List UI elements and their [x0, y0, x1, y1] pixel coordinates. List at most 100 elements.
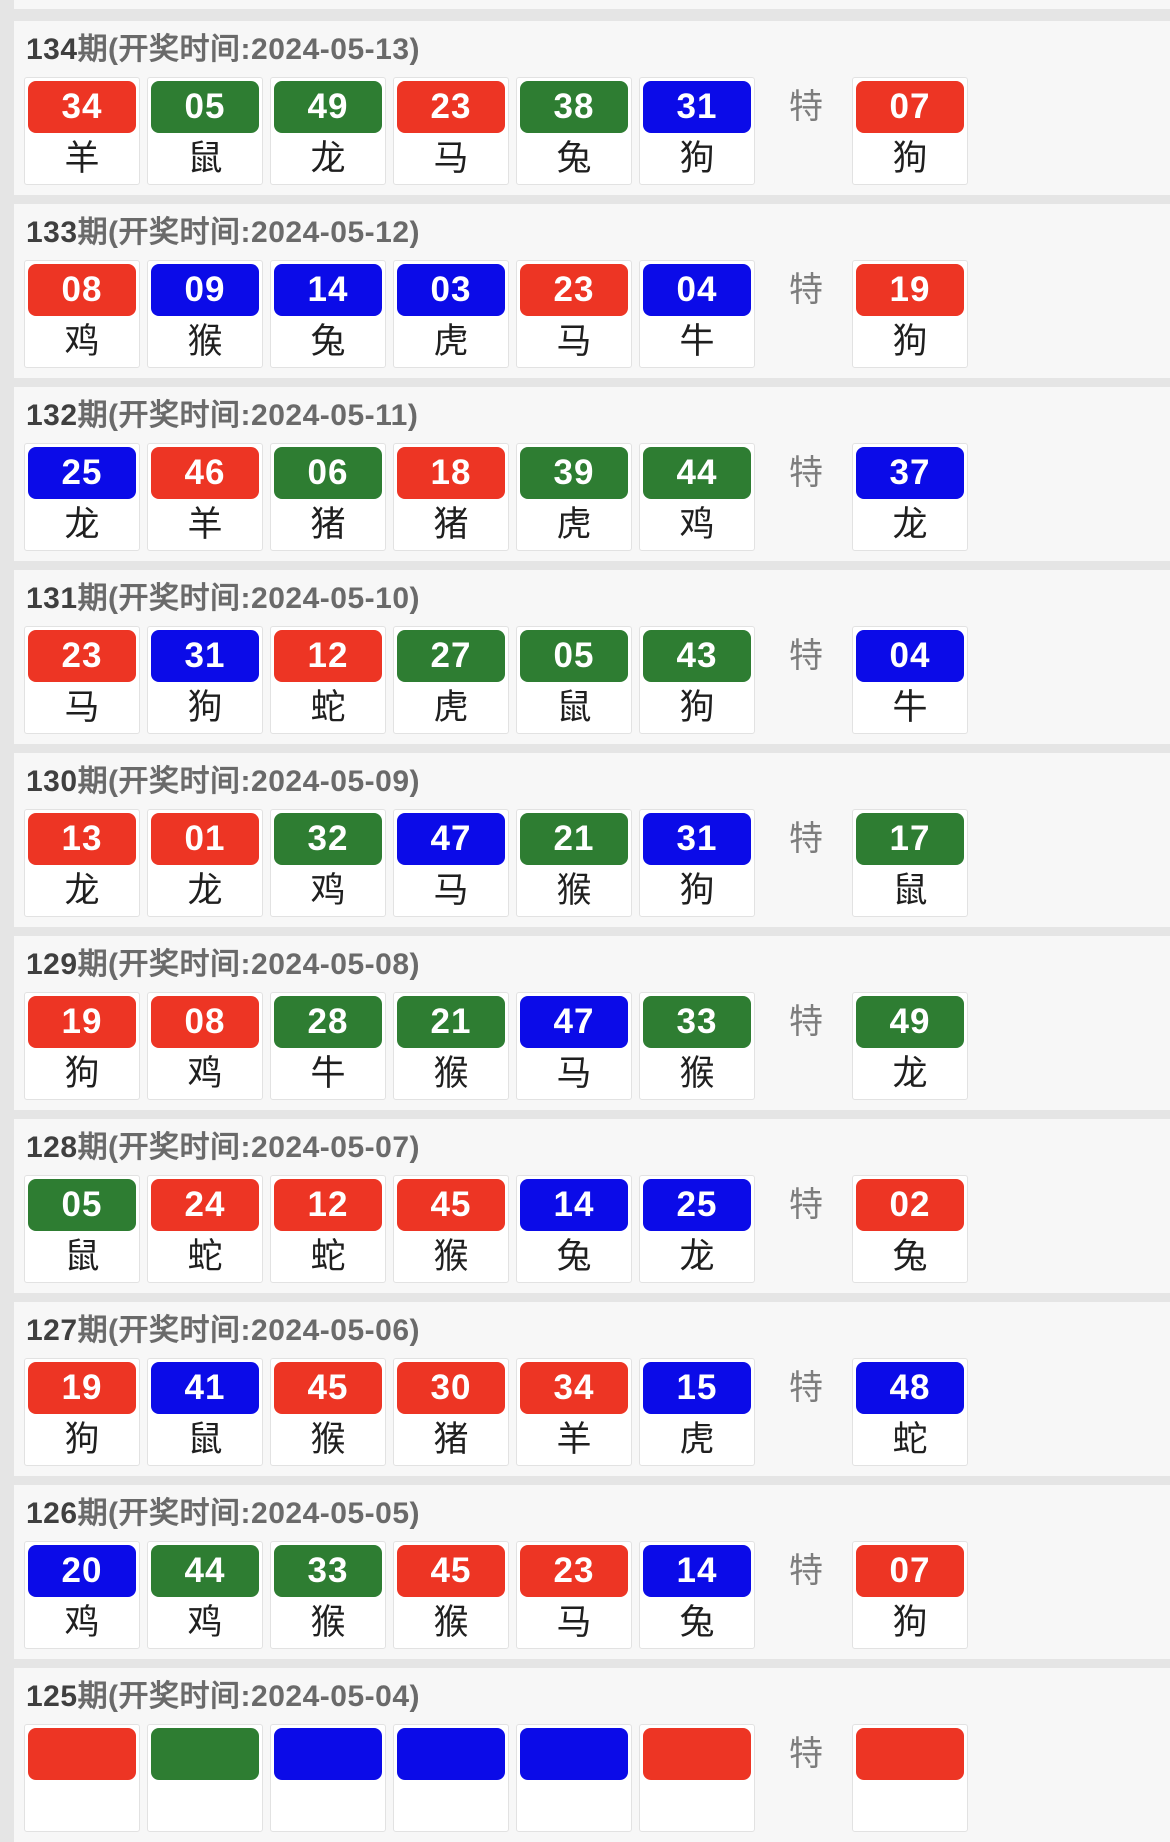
number-plate: 47 — [520, 996, 628, 1048]
number-plate: 05 — [28, 1179, 136, 1231]
period-card: 132期(开奖时间:2024-05-11) 25 龙 46 羊 06 猪 18 猪 39 虎 44 鸡 特… — [14, 387, 1170, 561]
number-tile: 23 马 — [516, 260, 632, 368]
special-marker-label: 特 — [789, 1369, 823, 1407]
number-tile: 12 蛇 — [270, 626, 386, 734]
number-tile: 41 鼠 — [147, 1358, 263, 1466]
number-plate: 28 — [274, 996, 382, 1048]
number-plate: 13 — [28, 813, 136, 865]
period-number: 128 — [26, 1131, 78, 1164]
number-plate: 46 — [151, 447, 259, 499]
special-marker-label: 特 — [789, 454, 823, 492]
number-plate: 45 — [274, 1362, 382, 1414]
period-list: 134期(开奖时间:2024-05-13) 34 羊 05 鼠 49 龙 23 马 38 兔 31 狗特… — [0, 21, 1170, 1842]
number-tile: 25 龙 — [24, 443, 140, 551]
zodiac-label: 龙 — [892, 1054, 928, 1093]
tiles-row: 08 鸡 09 猴 14 兔 03 虎 23 马 04 牛 特 19 狗 — [24, 260, 1170, 368]
zodiac-label: 马 — [433, 139, 469, 178]
number-plate: 37 — [856, 447, 964, 499]
period-number: 131 — [26, 582, 78, 615]
period-title: 期(开奖时间:2024-05-06) — [77, 1314, 420, 1347]
period-card: 134期(开奖时间:2024-05-13) 34 羊 05 鼠 49 龙 23 马 38 兔 31 狗 特… — [14, 21, 1170, 195]
number-tile: 25 龙 — [639, 1175, 755, 1283]
number-tile: 44 鸡 — [639, 443, 755, 551]
number-tile — [393, 1724, 509, 1832]
number-plate: 04 — [856, 630, 964, 682]
zodiac-label: 鼠 — [556, 688, 592, 727]
zodiac-label: 牛 — [679, 322, 715, 361]
zodiac-label: 龙 — [892, 505, 928, 544]
number-plate: 30 — [397, 1362, 505, 1414]
zodiac-label: 牛 — [310, 1054, 346, 1093]
zodiac-label: 马 — [433, 871, 469, 910]
zodiac-label: 狗 — [679, 688, 715, 727]
zodiac-label: 蛇 — [310, 1237, 346, 1276]
number-tile: 47 马 — [393, 809, 509, 917]
number-tile: 32 鸡 — [270, 809, 386, 917]
special-marker-label: 特 — [789, 637, 823, 675]
number-tile: 19 狗 — [24, 1358, 140, 1466]
special-marker-label: 特 — [789, 1735, 823, 1773]
period-number: 134 — [26, 33, 78, 66]
period-title: 期(开奖时间:2024-05-11) — [77, 399, 419, 432]
number-plate: 19 — [28, 996, 136, 1048]
special-number-tile: 49 龙 — [852, 992, 968, 1100]
period-number: 129 — [26, 948, 78, 981]
period-card: 131期(开奖时间:2024-05-10) 23 马 31 狗 12 蛇 27 虎 05 鼠 43 狗 特… — [14, 570, 1170, 744]
number-plate — [397, 1728, 505, 1780]
zodiac-label: 狗 — [892, 322, 928, 361]
number-tile: 13 龙 — [24, 809, 140, 917]
number-plate — [151, 1728, 259, 1780]
number-tile: 18 猪 — [393, 443, 509, 551]
special-number-tile: 37 龙 — [852, 443, 968, 551]
number-tile: 47 马 — [516, 992, 632, 1100]
zodiac-label: 龙 — [187, 871, 223, 910]
special-number-tile: 07 狗 — [852, 77, 968, 185]
zodiac-label: 猴 — [433, 1603, 469, 1642]
number-tile: 49 龙 — [270, 77, 386, 185]
zodiac-label: 猴 — [433, 1054, 469, 1093]
number-plate: 23 — [28, 630, 136, 682]
number-tile: 19 狗 — [24, 992, 140, 1100]
number-tile: 14 兔 — [639, 1541, 755, 1649]
number-plate: 34 — [28, 81, 136, 133]
zodiac-label: 兔 — [556, 1237, 592, 1276]
number-plate: 08 — [28, 264, 136, 316]
number-tile — [24, 1724, 140, 1832]
special-number-tile — [852, 1724, 968, 1832]
zodiac-label: 虎 — [556, 505, 592, 544]
special-number-tile: 02 兔 — [852, 1175, 968, 1283]
period-header: 126期(开奖时间:2024-05-05) — [26, 1493, 1170, 1535]
number-tile: 43 狗 — [639, 626, 755, 734]
tiles-row: 05 鼠 24 蛇 12 蛇 45 猴 14 兔 25 龙 特 02 兔 — [24, 1175, 1170, 1283]
zodiac-label: 狗 — [892, 1603, 928, 1642]
period-header: 128期(开奖时间:2024-05-07) — [26, 1127, 1170, 1169]
special-number-tile: 04 牛 — [852, 626, 968, 734]
period-card: 129期(开奖时间:2024-05-08) 19 狗 08 鸡 28 牛 21 猴 47 马 33 猴 特… — [14, 936, 1170, 1110]
number-plate: 33 — [274, 1545, 382, 1597]
period-header: 133期(开奖时间:2024-05-12) — [26, 212, 1170, 254]
number-plate: 33 — [643, 996, 751, 1048]
number-tile: 38 兔 — [516, 77, 632, 185]
number-plate: 14 — [643, 1545, 751, 1597]
number-tile: 28 牛 — [270, 992, 386, 1100]
zodiac-label: 马 — [556, 322, 592, 361]
zodiac-label: 猴 — [433, 1237, 469, 1276]
zodiac-label: 猪 — [433, 505, 469, 544]
number-tile: 14 兔 — [270, 260, 386, 368]
zodiac-label: 猴 — [310, 1603, 346, 1642]
number-tile — [270, 1724, 386, 1832]
number-plate: 44 — [151, 1545, 259, 1597]
number-plate: 45 — [397, 1545, 505, 1597]
special-number-tile: 19 狗 — [852, 260, 968, 368]
zodiac-label: 龙 — [679, 1237, 715, 1276]
number-plate: 05 — [520, 630, 628, 682]
period-card: 127期(开奖时间:2024-05-06) 19 狗 41 鼠 45 猴 30 猪 34 羊 15 虎 特… — [14, 1302, 1170, 1476]
number-plate: 23 — [397, 81, 505, 133]
zodiac-label: 马 — [556, 1054, 592, 1093]
number-plate: 17 — [856, 813, 964, 865]
number-tile: 33 猴 — [639, 992, 755, 1100]
number-plate: 20 — [28, 1545, 136, 1597]
number-tile: 20 鸡 — [24, 1541, 140, 1649]
number-plate: 18 — [397, 447, 505, 499]
